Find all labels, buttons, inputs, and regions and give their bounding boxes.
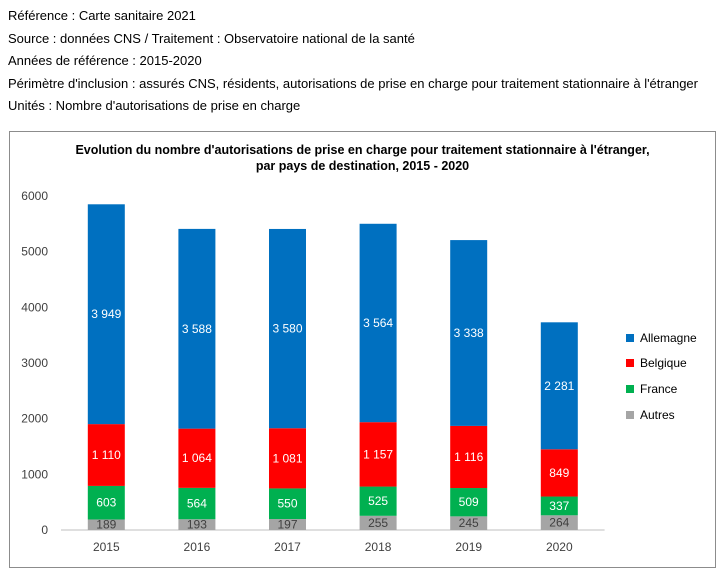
data-label-france-2015: 603 xyxy=(96,496,116,510)
bar-autres-2016 xyxy=(178,519,216,530)
y-tick-label: 3000 xyxy=(21,356,48,370)
data-label-france-2019: 509 xyxy=(459,495,479,509)
bar-autres-2015 xyxy=(87,519,125,530)
x-tick-label: 2017 xyxy=(274,540,301,554)
y-tick-label: 1000 xyxy=(21,467,48,481)
bar-belgique-2017 xyxy=(269,428,306,489)
bar-allemagne-2017 xyxy=(269,228,306,429)
bar-autres-2017 xyxy=(269,519,306,530)
legend-item-belgique: Belgique xyxy=(626,351,697,377)
data-label-autres-2018: 255 xyxy=(368,516,388,530)
legend-label: Allemagne xyxy=(640,330,697,345)
data-label-allemagne-2018: 3 564 xyxy=(363,316,393,330)
bar-belgique-2016 xyxy=(178,428,216,488)
bar-france-2020 xyxy=(540,496,578,516)
x-tick-label: 2015 xyxy=(93,540,120,554)
data-label-belgique-2017: 1 081 xyxy=(272,451,302,465)
bar-allemagne-2016 xyxy=(178,228,216,429)
x-tick-label: 2020 xyxy=(546,540,573,554)
x-tick-label: 2018 xyxy=(365,540,392,554)
data-label-belgique-2016: 1 064 xyxy=(182,451,212,465)
y-tick-label: 6000 xyxy=(21,189,48,203)
legend-swatch xyxy=(626,410,634,419)
bar-autres-2020 xyxy=(540,515,578,530)
legend-swatch xyxy=(626,333,634,342)
data-label-autres-2016: 193 xyxy=(187,518,207,532)
chart-title: Evolution du nombre d'autorisations de p… xyxy=(10,142,715,174)
bar-allemagne-2015 xyxy=(87,204,125,425)
data-label-autres-2019: 245 xyxy=(459,516,479,530)
legend-swatch xyxy=(626,359,634,368)
bar-belgique-2020 xyxy=(540,449,578,497)
x-tick-label: 2019 xyxy=(455,540,482,554)
data-label-belgique-2019: 1 116 xyxy=(454,450,483,464)
reference-line: Référence : Carte sanitaire 2021 xyxy=(8,8,196,23)
data-label-france-2017: 550 xyxy=(277,497,297,511)
bar-allemagne-2020 xyxy=(540,322,578,450)
years-line: Années de référence : 2015-2020 xyxy=(8,53,202,69)
data-label-allemagne-2017: 3 580 xyxy=(272,322,302,336)
bar-france-2017 xyxy=(269,488,306,520)
bar-france-2019 xyxy=(450,488,488,517)
bar-belgique-2018 xyxy=(359,422,397,487)
data-label-belgique-2020: 849 xyxy=(549,466,569,480)
y-tick-label: 4000 xyxy=(21,300,48,314)
data-label-allemagne-2016: 3 588 xyxy=(182,322,212,336)
data-label-france-2016: 564 xyxy=(187,497,207,511)
bar-france-2015 xyxy=(87,485,125,520)
data-label-france-2018: 525 xyxy=(368,494,388,508)
legend-swatch xyxy=(626,384,634,393)
legend-label: Autres xyxy=(640,407,675,422)
scope-line: Périmètre d'inclusion : assurés CNS, rés… xyxy=(8,75,698,91)
legend-item-allemagne: Allemagne xyxy=(626,325,697,351)
data-label-autres-2015: 189 xyxy=(96,518,116,532)
chart-title-line-1: Evolution du nombre d'autorisations de p… xyxy=(75,143,650,157)
source-line: Source : données CNS / Traitement : Obse… xyxy=(8,30,415,46)
bar-autres-2018 xyxy=(359,515,397,530)
data-label-allemagne-2019: 3 338 xyxy=(454,326,484,340)
x-tick-label: 2016 xyxy=(184,540,211,554)
chart-legend: Allemagne Belgique France Autres xyxy=(626,325,697,427)
bar-autres-2019 xyxy=(450,516,488,530)
chart-plot: 0 1000 2000 3000 4000 5000 6000 189 603 1 110 3 94… xyxy=(21,189,605,554)
data-label-allemagne-2015: 3 949 xyxy=(91,307,121,321)
data-label-belgique-2015: 1 110 xyxy=(92,448,121,462)
data-label-autres-2020: 264 xyxy=(549,516,569,530)
units-line: Unités : Nombre d'autorisations de prise… xyxy=(8,98,301,114)
data-label-france-2020: 337 xyxy=(549,499,569,513)
data-label-autres-2017: 197 xyxy=(277,518,297,532)
legend-label: Belgique xyxy=(640,356,687,371)
bar-france-2018 xyxy=(359,486,397,516)
bar-allemagne-2019 xyxy=(450,240,488,426)
y-tick-label: 5000 xyxy=(21,245,48,259)
bar-allemagne-2018 xyxy=(359,223,397,423)
legend-item-france: France xyxy=(626,376,697,402)
chart-container: Evolution du nombre d'autorisations de p… xyxy=(9,131,716,568)
chart-title-line-2: par pays de destination, 2015 - 2020 xyxy=(255,159,470,173)
metadata-block: Référence : Carte sanitaire 2021 Source … xyxy=(8,5,698,118)
y-tick-label: 0 xyxy=(41,523,48,537)
data-label-belgique-2018: 1 157 xyxy=(363,447,393,461)
legend-label: France xyxy=(640,381,678,396)
y-tick-label: 2000 xyxy=(21,412,48,426)
data-label-allemagne-2020: 2 281 xyxy=(544,379,574,393)
bar-france-2016 xyxy=(178,487,216,520)
legend-item-autres: Autres xyxy=(626,402,697,428)
bar-belgique-2015 xyxy=(87,424,125,486)
bar-belgique-2019 xyxy=(450,425,488,489)
